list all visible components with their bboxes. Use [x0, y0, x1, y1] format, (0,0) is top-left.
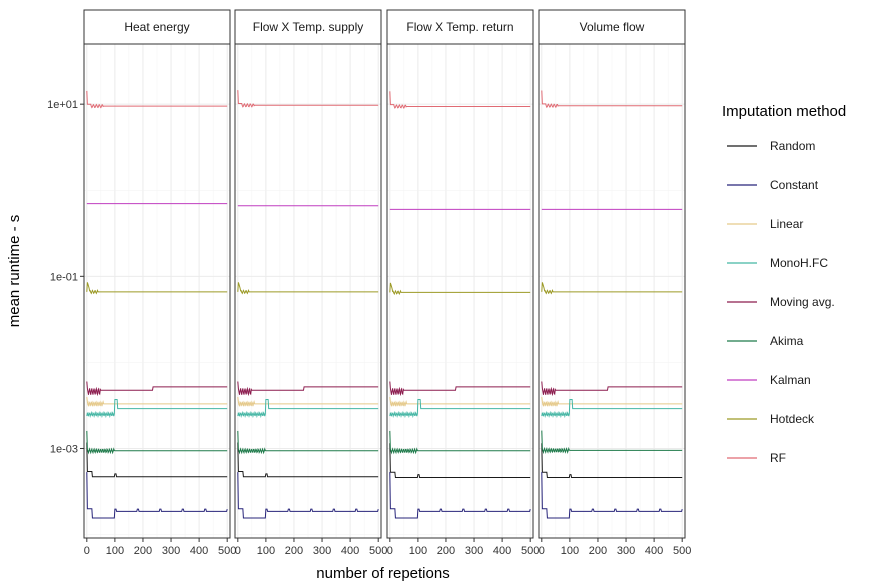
facet-panel: Flow X Temp. supply — [234, 9, 382, 539]
panel-border — [234, 43, 382, 539]
x-tick-label: 0 — [84, 545, 90, 557]
y-tick-label: 1e-01 — [50, 271, 78, 283]
series-line — [86, 282, 228, 295]
x-tick-label: 400 — [341, 545, 359, 557]
x-tick-label: 300 — [313, 545, 331, 557]
x-tick-label: 200 — [437, 545, 455, 557]
series-line — [389, 282, 531, 296]
series-line — [86, 442, 228, 478]
series-line — [541, 443, 683, 479]
legend-label: RF — [770, 451, 786, 465]
x-tick-label: 100 — [409, 545, 427, 557]
series-line — [541, 90, 683, 109]
x-tick-label: 100 — [561, 545, 579, 557]
series-line — [541, 381, 683, 397]
series-line — [86, 90, 228, 109]
series-line — [389, 396, 531, 407]
legend-label: Hotdeck — [770, 412, 815, 426]
series-line — [86, 430, 228, 455]
series-line — [237, 442, 379, 478]
x-tick-label: 400 — [190, 545, 208, 557]
x-tick-label: 300 — [465, 545, 483, 557]
series-line — [389, 443, 531, 479]
series-line — [389, 472, 531, 519]
series-line — [541, 472, 683, 519]
x-tick-label: 500 — [218, 545, 236, 557]
facet-panel: Heat energy — [83, 9, 231, 539]
strip-label: Flow X Temp. return — [406, 20, 513, 34]
x-tick-label: 0 — [539, 545, 545, 557]
y-tick-label: 1e+01 — [47, 99, 78, 111]
series-line — [389, 430, 531, 455]
legend-label: Moving avg. — [770, 295, 835, 309]
y-tick-label: 1e-03 — [50, 443, 78, 455]
series-line — [237, 381, 379, 397]
series-line — [237, 90, 379, 108]
legend-title: Imputation method — [722, 103, 846, 120]
legend-item: RF — [727, 451, 786, 465]
x-tick-label: 300 — [617, 545, 635, 557]
legend-item: Linear — [727, 217, 803, 231]
strip-background — [386, 9, 534, 45]
series-line — [541, 430, 683, 455]
legend-label: Kalman — [770, 373, 811, 387]
x-tick-label: 300 — [162, 545, 180, 557]
x-tick-label: 0 — [387, 545, 393, 557]
legend-item: Moving avg. — [727, 295, 835, 309]
series-line — [389, 398, 531, 419]
x-tick-label: 200 — [134, 545, 152, 557]
y-axis-title: mean runtime - s — [6, 215, 23, 328]
series-line — [86, 396, 228, 407]
legend-item: Constant — [727, 178, 819, 192]
x-tick-label: 100 — [257, 545, 275, 557]
panel-border — [386, 43, 534, 539]
panel-border — [538, 43, 686, 539]
x-tick-label: 200 — [589, 545, 607, 557]
panel-border — [83, 43, 231, 539]
legend-label: Random — [770, 139, 815, 153]
strip-label: Volume flow — [580, 20, 645, 34]
strip-label: Flow X Temp. supply — [253, 20, 364, 34]
legend-label: Akima — [770, 334, 804, 348]
legend-item: Hotdeck — [727, 412, 815, 426]
facet-panel: Volume flow — [538, 9, 686, 539]
series-line — [541, 398, 683, 419]
legend-item: Kalman — [727, 373, 811, 387]
series-line — [237, 282, 379, 295]
series-line — [541, 396, 683, 407]
x-tick-label: 500 — [673, 545, 691, 557]
legend-item: MonoH.FC — [727, 256, 828, 270]
series-line — [86, 472, 228, 519]
x-tick-label: 400 — [493, 545, 511, 557]
x-axis-title: number of repetions — [316, 565, 449, 582]
x-tick-label: 0 — [235, 545, 241, 557]
x-tick-label: 500 — [521, 545, 539, 557]
x-tick-label: 100 — [106, 545, 124, 557]
legend-label: Constant — [770, 178, 819, 192]
legend: Imputation method Random Constant Linear Mo… — [722, 103, 846, 465]
series-line — [541, 282, 683, 295]
series-line — [389, 381, 531, 397]
series-line — [237, 398, 379, 419]
series-line — [86, 381, 228, 397]
series-line — [389, 91, 531, 109]
series-line — [237, 472, 379, 519]
facet-panel: Flow X Temp. return — [386, 9, 534, 539]
x-tick-label: 200 — [285, 545, 303, 557]
series-line — [86, 398, 228, 419]
strip-label: Heat energy — [124, 20, 189, 34]
legend-item: Random — [727, 139, 815, 153]
x-tick-label: 500 — [369, 545, 387, 557]
legend-label: Linear — [770, 217, 803, 231]
strip-background — [83, 9, 231, 45]
x-tick-label: 400 — [645, 545, 663, 557]
legend-label: MonoH.FC — [770, 256, 828, 270]
legend-item: Akima — [727, 334, 804, 348]
strip-background — [538, 9, 686, 45]
series-line — [237, 396, 379, 407]
series-line — [237, 430, 379, 455]
